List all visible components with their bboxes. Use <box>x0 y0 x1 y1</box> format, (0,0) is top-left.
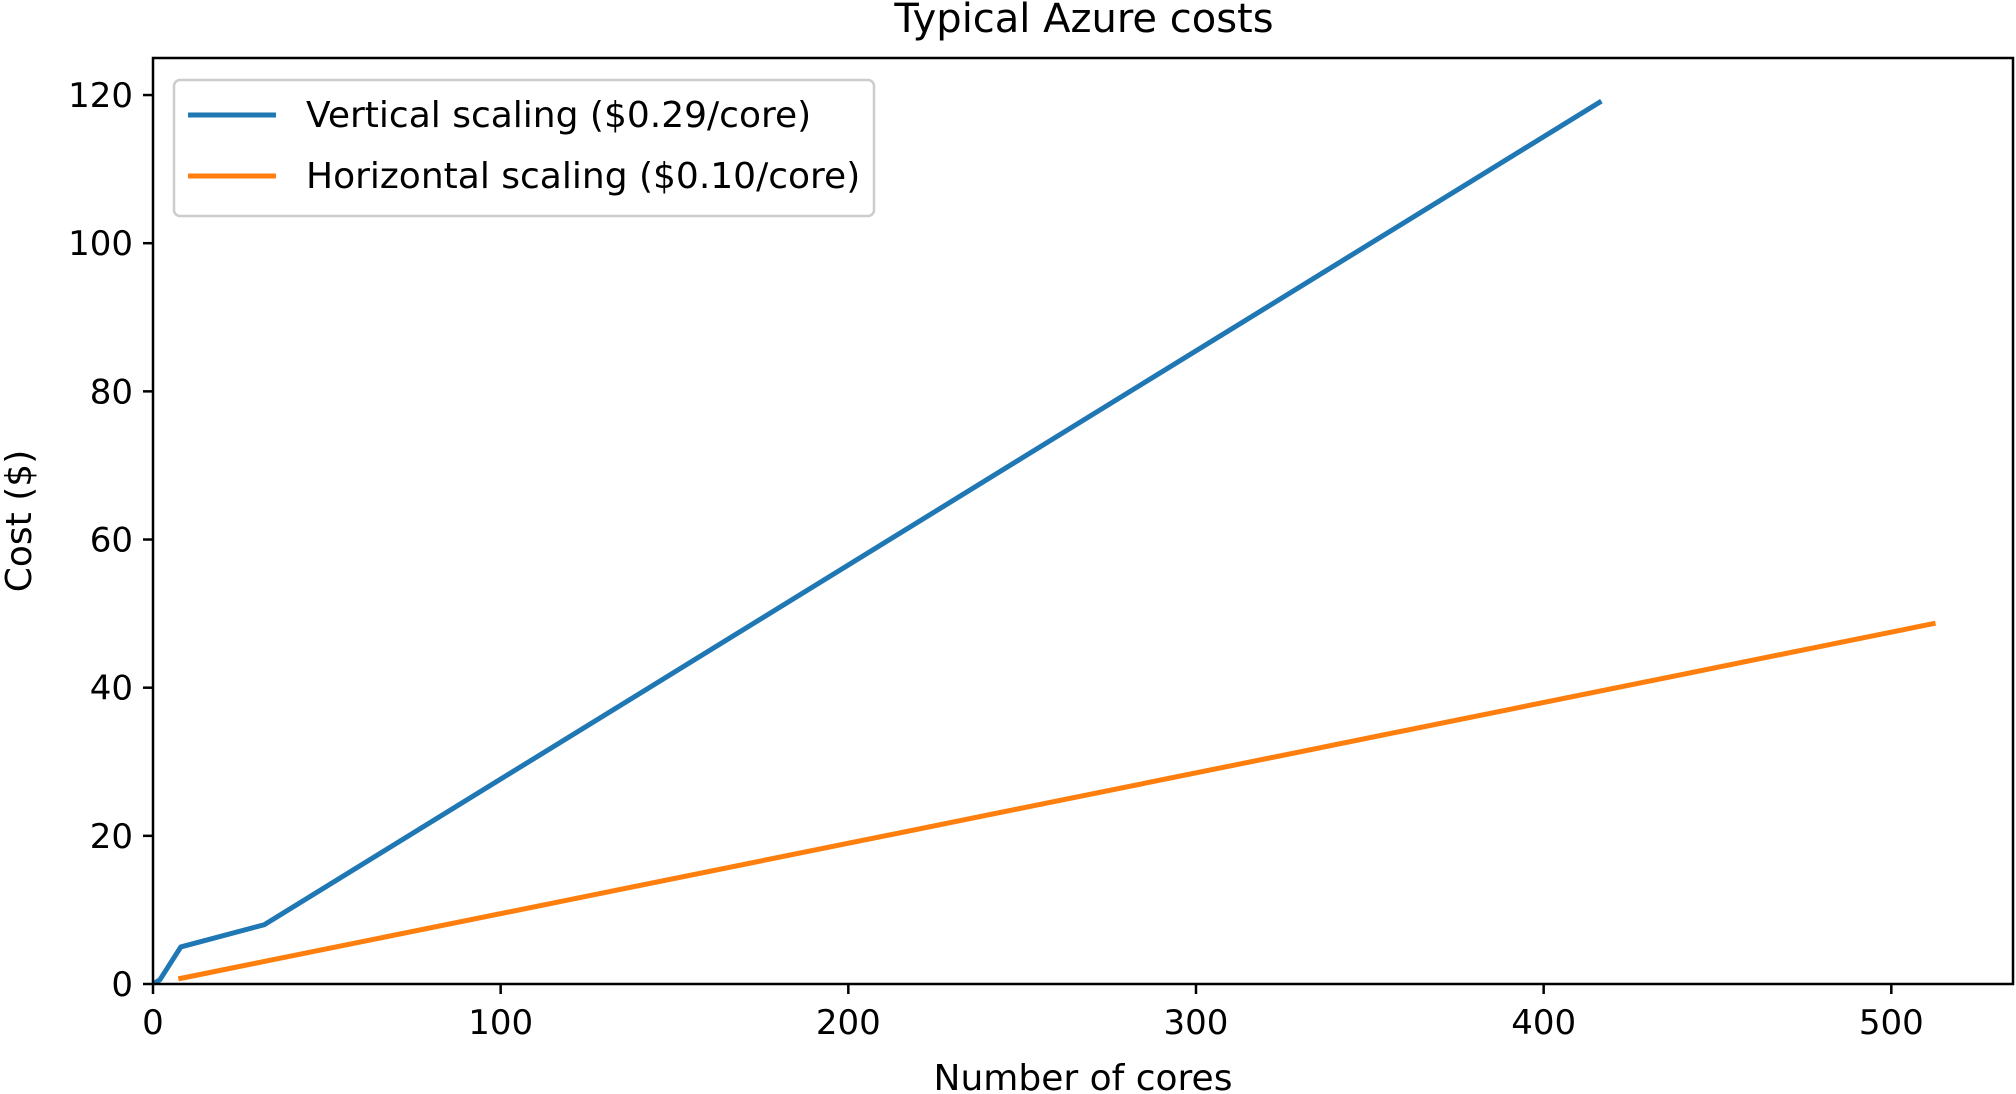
y-tick-label: 0 <box>111 965 133 1005</box>
y-tick-label: 20 <box>90 817 133 857</box>
y-axis: 0 20 40 60 80 100 120 <box>68 76 153 1005</box>
series-layer <box>153 99 1936 986</box>
x-tick-label: 100 <box>468 1003 533 1043</box>
y-axis-label: Cost ($) <box>0 450 40 592</box>
y-tick-label: 120 <box>68 76 133 116</box>
x-tick-label: 500 <box>1859 1003 1924 1043</box>
y-tick-label: 40 <box>90 669 133 709</box>
x-tick-label: 0 <box>142 1003 164 1043</box>
x-axis: 0 100 200 300 400 500 <box>142 984 1924 1043</box>
plot-frame <box>151 56 2015 986</box>
y-tick-label: 80 <box>90 372 133 412</box>
y-tick-label: 100 <box>68 224 133 264</box>
series-line-vertical-scaling <box>153 99 1603 986</box>
x-tick-label: 300 <box>1164 1003 1229 1043</box>
series-line-horizontal-scaling <box>177 620 1936 982</box>
legend: Vertical scaling ($0.29/core) Horizontal… <box>172 78 876 218</box>
y-tick-label: 60 <box>90 521 133 561</box>
x-tick-label: 400 <box>1511 1003 1576 1043</box>
legend-box <box>172 78 876 218</box>
x-tick-label: 200 <box>816 1003 881 1043</box>
chart-title: Typical Azure costs <box>893 0 1273 42</box>
legend-label-vertical-scaling: Vertical scaling ($0.29/core) <box>306 95 811 136</box>
x-axis-label: Number of cores <box>934 1058 1233 1094</box>
legend-label-horizontal-scaling: Horizontal scaling ($0.10/core) <box>306 156 860 197</box>
